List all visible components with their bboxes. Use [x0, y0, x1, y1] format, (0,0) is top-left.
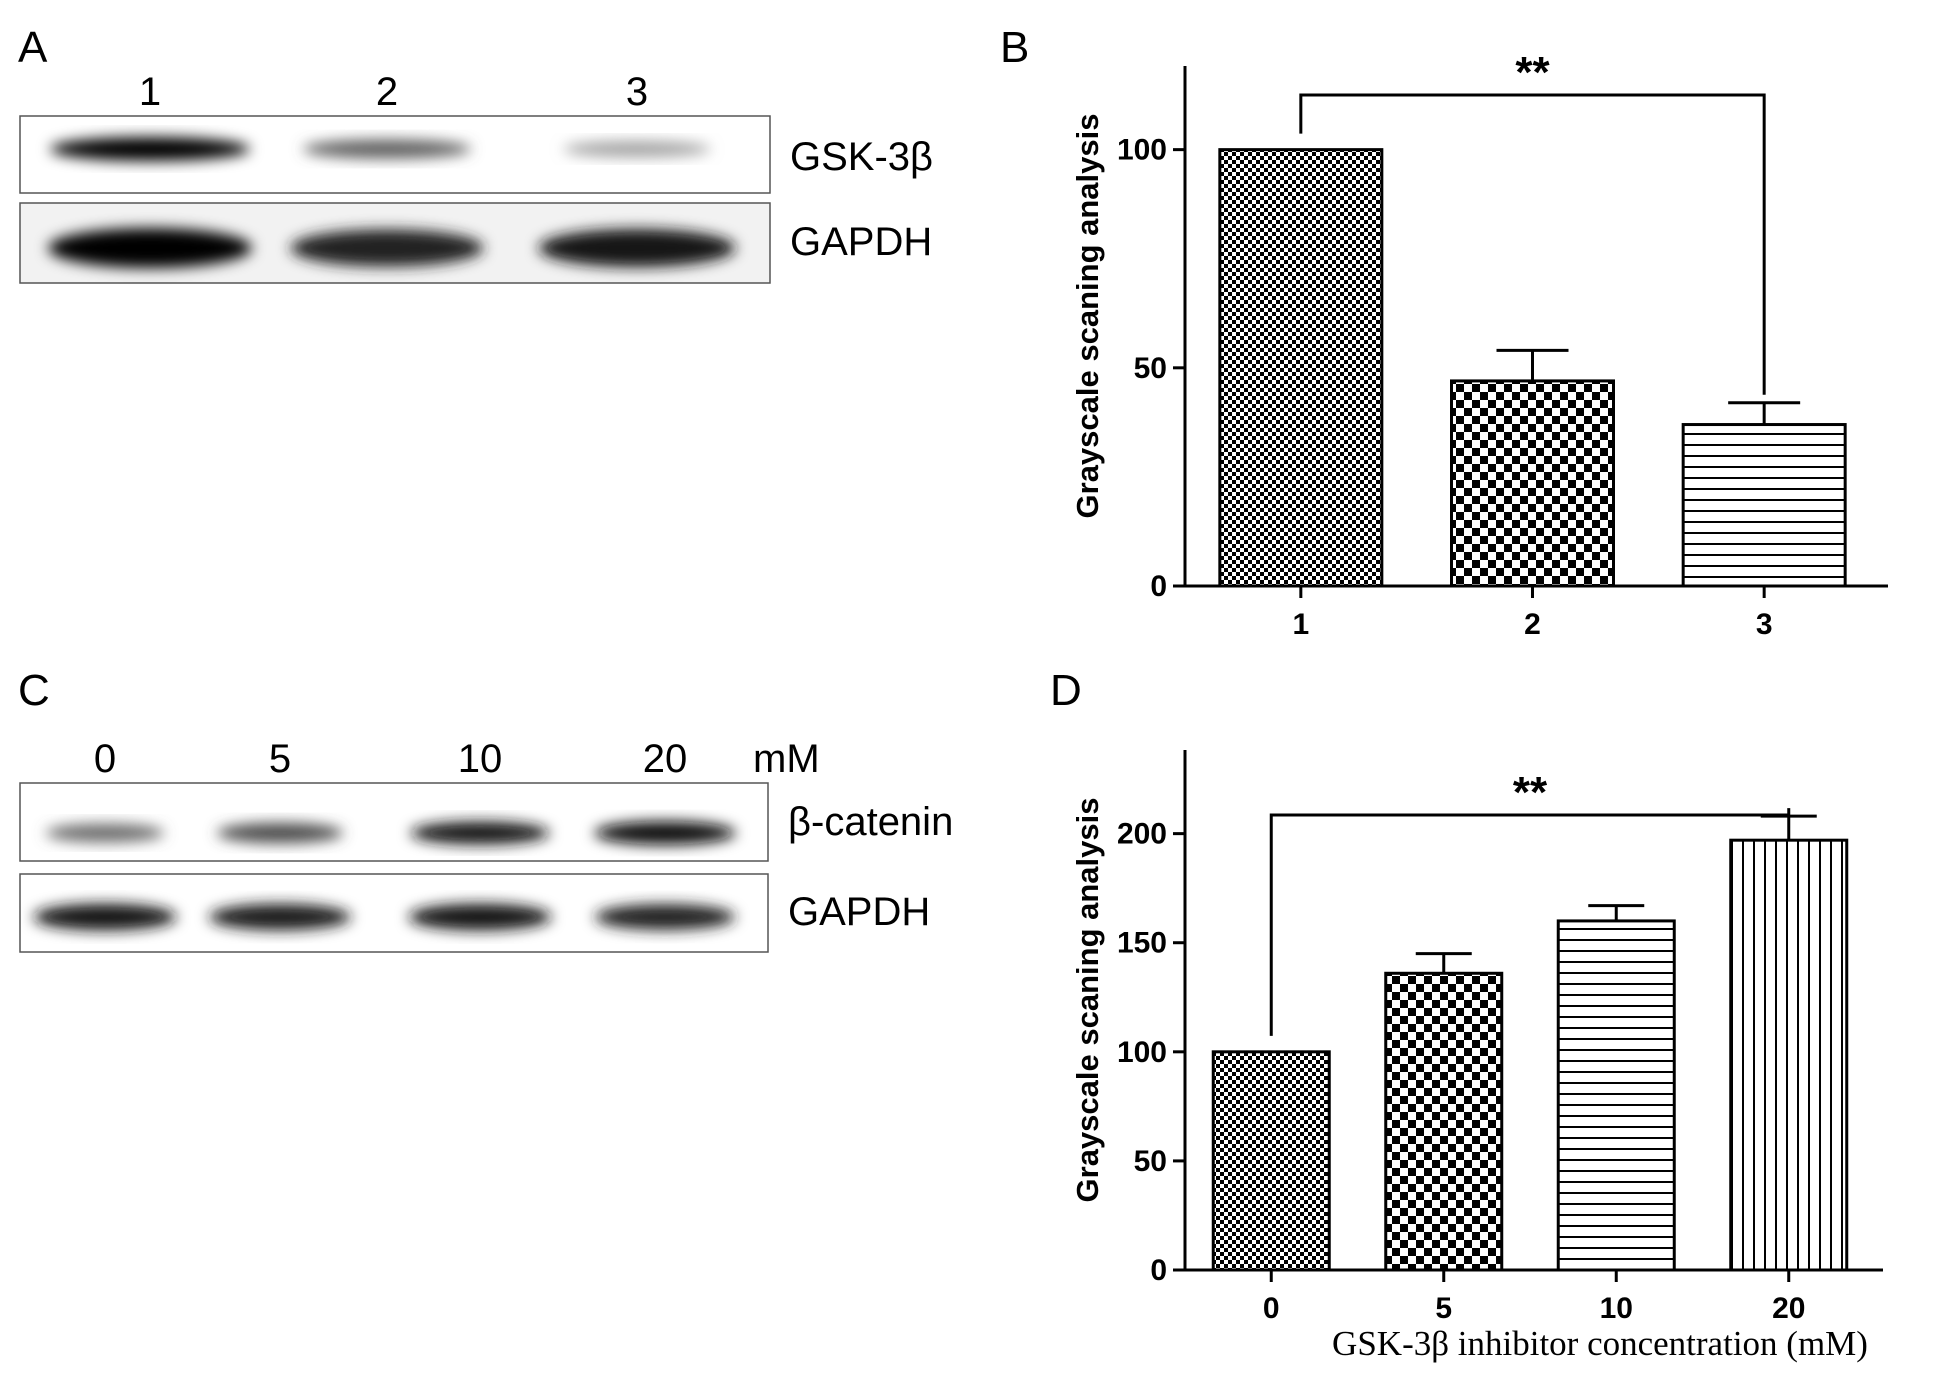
chart-b-error-bar-2	[1496, 348, 1569, 381]
blot-a-label-gapdh: GAPDH	[790, 220, 932, 264]
blot-c-gapdh-band-2	[209, 903, 351, 931]
blot-a-lane-labels: 1 2 3	[139, 70, 648, 114]
chart-b-significance-bracket: **	[1299, 48, 1766, 395]
blot-a-gapdh-band-2	[290, 229, 484, 267]
blot-c-beta-catenin-band-3	[410, 821, 550, 845]
chart-b-bar-3	[1681, 423, 1847, 588]
blot-c-gapdh-band-1	[33, 903, 177, 931]
panel-d-chart: D 0 50 100 150 200 0 5 10 20 Grayscale scaning an…	[1050, 666, 1883, 1363]
chart-d-x-label: GSK-3β inhibitor concentration (mM)	[1332, 1324, 1868, 1363]
blot-a-lane-3: 3	[626, 70, 648, 114]
chart-b-xtick-label: 1	[1292, 608, 1309, 641]
blot-c-gapdh-band-4	[594, 903, 736, 931]
chart-d-error-bar-10	[1588, 904, 1645, 921]
chart-d-bar-5	[1384, 971, 1504, 1272]
chart-d-error-bar-5	[1415, 952, 1472, 974]
chart-b-bar-1	[1218, 148, 1384, 588]
blot-c-beta-catenin-band-2	[216, 822, 344, 844]
chart-d-significance-bracket: **	[1269, 768, 1791, 1036]
blot-a-lane-1: 1	[139, 70, 161, 114]
chart-b-error-bar-3	[1728, 401, 1801, 425]
blot-a-gsk3b-band-1	[50, 137, 250, 161]
chart-d-ytick-label: 50	[1134, 1145, 1167, 1178]
blot-c-bands-beta-catenin	[45, 821, 736, 845]
chart-d-bar-0	[1211, 1050, 1331, 1272]
blot-c-label-gapdh: GAPDH	[788, 890, 930, 934]
chart-b-xtick-label: 3	[1756, 608, 1773, 641]
chart-b-ytick-label: 50	[1134, 352, 1167, 385]
blot-c-lane-labels: 0 5 10 20 mM	[94, 737, 820, 781]
blot-a-lane-2: 2	[376, 70, 398, 114]
blot-c-strip-gapdh	[19, 873, 769, 953]
blot-a-strip-gapdh	[19, 202, 771, 284]
panel-a-blot: A 1 2 3 GSK-3β GAPDH	[18, 23, 933, 284]
chart-d-y-label: Grayscale scaning analysis	[1070, 798, 1105, 1203]
panel-b-chart: B 0 50 100 1 2 3 Grayscale scaning analysis **	[1000, 23, 1888, 641]
chart-d-xtick-label: 5	[1435, 1292, 1452, 1325]
blot-c-bands-gapdh	[33, 903, 736, 931]
chart-b-y-label: Grayscale scaning analysis	[1070, 114, 1105, 519]
chart-d-error-bar-20	[1760, 814, 1817, 841]
blot-a-gapdh-band-3	[538, 228, 736, 268]
blot-a-bands-gapdh	[48, 228, 736, 268]
blot-a-label-gsk3b: GSK-3β	[790, 135, 933, 179]
blot-a-bands-gsk3b	[50, 137, 711, 161]
blot-a-gapdh-band-1	[48, 228, 252, 268]
blot-c-label-beta-catenin: β-catenin	[788, 800, 953, 844]
blot-c-gapdh-band-3	[408, 903, 552, 931]
chart-d: 0 50 100 150 200 0 5 10 20 Grayscale scaning anal…	[1070, 750, 1883, 1363]
panel-letter-a: A	[18, 23, 48, 72]
blot-c-beta-catenin-band-4	[594, 821, 736, 845]
chart-d-ytick-label: 200	[1117, 818, 1167, 851]
blot-c-beta-catenin-band-1	[45, 823, 165, 843]
chart-d-significance-label: **	[1513, 768, 1548, 817]
panel-c-blot: C 0 5 10 20 mM β-catenin GAPDH	[18, 666, 953, 953]
blot-c-unit: mM	[753, 737, 820, 781]
blot-c-lane-10: 10	[458, 737, 503, 781]
chart-b-ytick-label: 100	[1117, 134, 1167, 167]
blot-c-strip-beta-catenin	[19, 782, 769, 862]
chart-d-bar-10	[1556, 919, 1676, 1272]
chart-d-xtick-label: 20	[1772, 1292, 1805, 1325]
blot-a-strip-gsk3b	[19, 115, 771, 194]
chart-b-bar-2	[1450, 379, 1615, 588]
chart-d-bar-20	[1729, 838, 1849, 1272]
chart-d-ytick-label: 100	[1117, 1036, 1167, 1069]
blot-a-gsk3b-band-3	[563, 141, 711, 157]
chart-b: 0 50 100 1 2 3 Grayscale scaning analysis **	[1070, 48, 1888, 641]
chart-d-xtick-label: 0	[1263, 1292, 1280, 1325]
chart-b-significance-label: **	[1515, 48, 1550, 97]
blot-c-lane-5: 5	[269, 737, 291, 781]
chart-d-ytick-label: 0	[1150, 1254, 1167, 1287]
blot-c-lane-20: 20	[643, 737, 688, 781]
chart-d-ytick-label: 150	[1117, 927, 1167, 960]
blot-c-lane-0: 0	[94, 737, 116, 781]
panel-letter-c: C	[18, 666, 50, 715]
chart-b-ytick-label: 0	[1150, 570, 1167, 603]
panel-letter-d: D	[1050, 666, 1082, 715]
chart-d-xtick-label: 10	[1600, 1292, 1633, 1325]
chart-b-xtick-label: 2	[1524, 608, 1541, 641]
panel-letter-b: B	[1000, 23, 1029, 72]
blot-a-gsk3b-band-2	[302, 139, 472, 159]
